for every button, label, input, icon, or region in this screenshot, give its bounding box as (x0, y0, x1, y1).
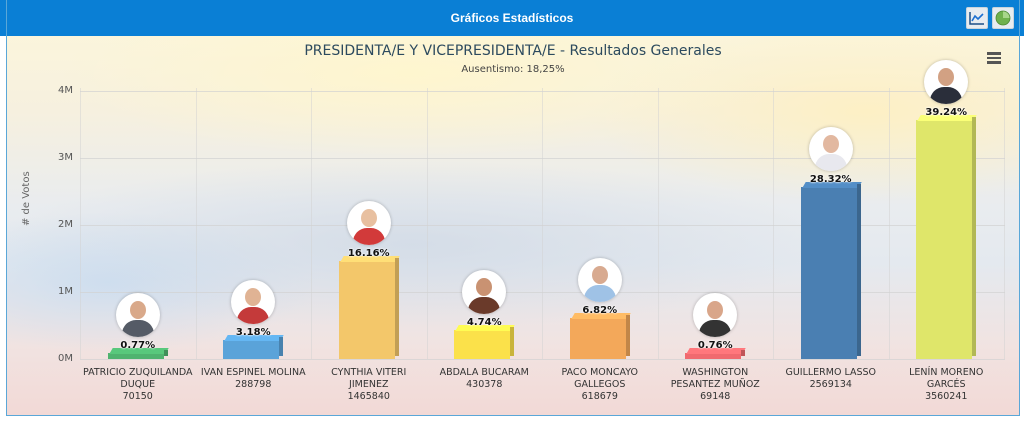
vertical-gridline (542, 88, 543, 359)
vertical-gridline (195, 88, 197, 359)
category-label: GUILLERMO LASSO 2569134 (772, 367, 890, 391)
candidate-votes: 288798 (235, 379, 272, 390)
candidate-avatar (577, 257, 622, 302)
bar-side-face (972, 117, 977, 356)
chart-title: PRESIDENTA/E Y VICEPRESIDENTA/E - Result… (304, 43, 722, 59)
vertical-gridline (657, 88, 659, 359)
bar[interactable] (223, 339, 280, 359)
candidate-votes: 1465840 (347, 391, 390, 402)
bar[interactable] (916, 120, 973, 359)
category-label: WASHINGTON PESANTEZ MUÑOZ 69148 (656, 367, 774, 403)
candidate-avatar (924, 60, 969, 105)
y-tick: 0M (58, 353, 73, 364)
bar-side-face (394, 257, 399, 356)
gridline (80, 359, 1005, 360)
percentage-label: 28.32% (809, 173, 852, 185)
candidate-votes: 3560241 (925, 391, 968, 402)
bar-side-face (741, 350, 746, 356)
vertical-gridline (311, 88, 312, 359)
candidate-name-line2: PESANTEZ MUÑOZ (670, 379, 760, 390)
bar-side-face (625, 314, 630, 356)
percentage-label: 39.24% (925, 107, 968, 119)
candidate-avatar (808, 126, 853, 171)
candidate-name-line1: PACO MONCAYO (561, 367, 639, 378)
candidate-votes: 69148 (700, 391, 731, 402)
line-chart-icon (969, 12, 984, 25)
candidate-avatar (346, 200, 391, 245)
category-label: PATRICIO ZUQUILANDA DUQUE 70150 (79, 367, 197, 403)
y-tick: 4M (58, 85, 73, 96)
candidate-name-line2: GARCÉS (926, 379, 966, 390)
vertical-gridline (80, 88, 81, 359)
y-axis-label: # de Votos (21, 171, 32, 226)
bar-side-face (279, 336, 284, 356)
window-header: Gráficos Estadísticos (0, 0, 1024, 36)
percentage-label: 16.16% (347, 247, 390, 259)
candidate-name-line1: PATRICIO ZUQUILANDA (83, 367, 193, 378)
y-tick: 1M (58, 286, 73, 297)
candidate-name-line1: CYNTHIA VITERI (331, 367, 407, 378)
candidate-votes: 618679 (581, 391, 618, 402)
bar-side-face (510, 327, 515, 356)
percentage-label: 3.18% (235, 326, 271, 338)
chart-panel (6, 0, 1020, 416)
y-tick: 3M (58, 152, 73, 163)
hamburger-menu-icon (985, 52, 1003, 64)
candidate-votes: 2569134 (809, 379, 852, 390)
bar[interactable] (107, 353, 164, 359)
category-label: ABDALA BUCARAM 430378 (425, 367, 543, 391)
candidate-name-line2: DUQUE (120, 379, 156, 390)
category-label: IVAN ESPINEL MOLINA 288798 (194, 367, 312, 391)
candidate-avatar (462, 270, 507, 315)
candidate-name-line1: GUILLERMO LASSO (785, 367, 877, 378)
category-label: LENÍN MORENO GARCÉS 3560241 (887, 367, 1005, 403)
percentage-label: 0.76% (697, 340, 733, 351)
candidate-name-line1: IVAN ESPINEL MOLINA (200, 367, 306, 378)
y-tick: 2M (58, 219, 73, 230)
bar[interactable] (800, 186, 857, 359)
candidate-avatar (115, 293, 160, 337)
bar[interactable] (569, 317, 626, 359)
line-chart-button[interactable] (966, 7, 988, 29)
category-label: PACO MONCAYO GALLEGOS 618679 (541, 367, 659, 403)
chart-area: PRESIDENTA/E Y VICEPRESIDENTA/E - Result… (7, 36, 1019, 415)
candidate-name-line1: LENÍN MORENO (909, 367, 984, 378)
vertical-gridline (1004, 88, 1005, 359)
chart-menu-button[interactable] (985, 50, 1003, 66)
candidate-avatar (231, 279, 276, 324)
candidate-votes: 430378 (466, 379, 503, 390)
bar[interactable] (338, 260, 395, 359)
chart-subtitle: Ausentismo: 18,25% (461, 64, 565, 75)
vertical-gridline (888, 88, 890, 359)
percentage-label: 4.74% (466, 317, 502, 329)
bar[interactable] (454, 330, 511, 359)
candidate-avatar (693, 293, 738, 337)
header-title: Gráficos Estadísticos (450, 11, 574, 25)
category-label: CYNTHIA VITERI JIMENEZ 1465840 (310, 367, 428, 403)
candidate-name-line1: WASHINGTON (682, 367, 749, 378)
pie-chart-button[interactable] (992, 7, 1014, 29)
candidate-name-line2: JIMENEZ (349, 379, 389, 390)
candidate-votes: 70150 (122, 391, 153, 402)
bar[interactable] (685, 353, 742, 359)
bar-side-face (856, 183, 861, 356)
candidate-name-line1: ABDALA BUCARAM (439, 367, 529, 378)
pie-chart-icon (995, 10, 1011, 26)
percentage-label: 0.77% (120, 340, 156, 351)
percentage-label: 6.82% (582, 304, 618, 316)
candidate-name-line2: GALLEGOS (574, 379, 626, 390)
bar-side-face (163, 350, 168, 356)
vertical-gridline (773, 88, 774, 359)
vertical-gridline (426, 88, 428, 359)
